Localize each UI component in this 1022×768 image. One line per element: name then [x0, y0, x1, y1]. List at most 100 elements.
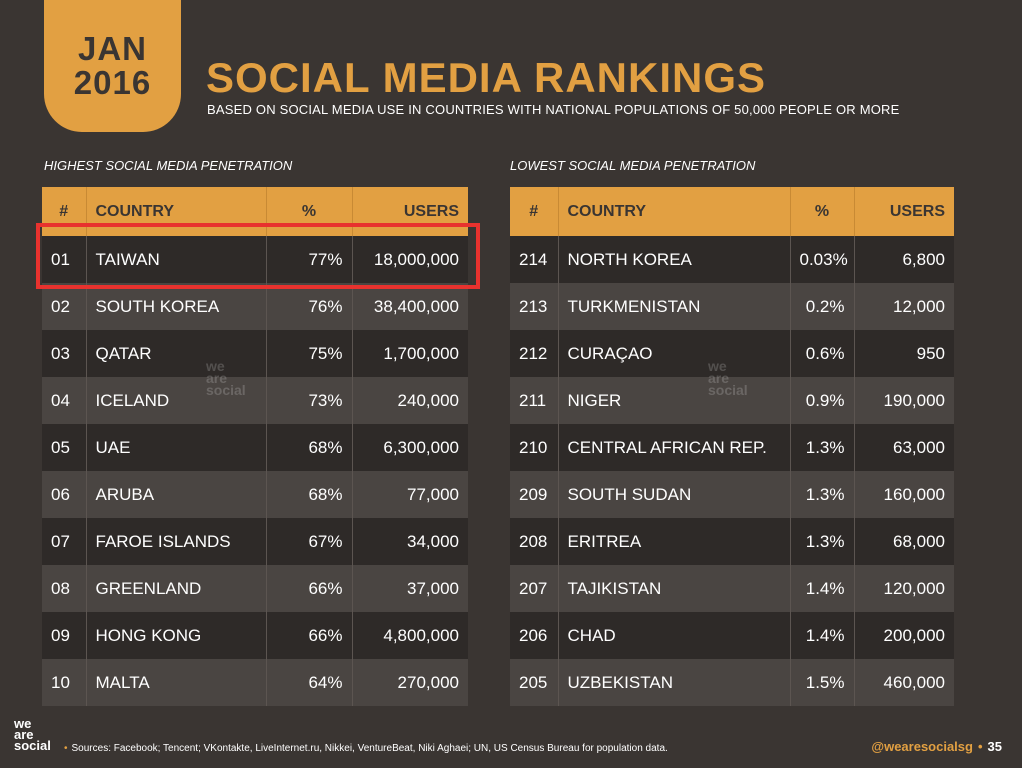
percent-cell: 73% — [266, 377, 353, 424]
lowest-section-title: LOWEST SOCIAL MEDIA PENETRATION — [510, 158, 756, 173]
rank-cell: 212 — [510, 330, 559, 377]
header-percent: % — [266, 187, 353, 236]
rank-cell: 214 — [510, 236, 559, 283]
rank-cell: 213 — [510, 283, 559, 330]
header-country: COUNTRY — [558, 187, 791, 236]
percent-cell: 0.03% — [790, 236, 855, 283]
percent-cell: 66% — [266, 565, 353, 612]
table-row: 205 UZBEKISTAN 1.5% 460,000 — [510, 659, 954, 706]
rank-cell: 04 — [42, 377, 87, 424]
rank-cell: 209 — [510, 471, 559, 518]
rank-cell: 05 — [42, 424, 87, 471]
users-cell: 37,000 — [352, 565, 468, 612]
rank-cell: 01 — [42, 236, 87, 283]
users-cell: 460,000 — [854, 659, 954, 706]
users-cell: 270,000 — [352, 659, 468, 706]
header-rank: # — [42, 187, 87, 236]
percent-cell: 77% — [266, 236, 353, 283]
country-cell: ARUBA — [86, 471, 267, 518]
table-row: 03 QATAR 75% 1,700,000 — [42, 330, 468, 377]
highest-penetration-table: # COUNTRY % USERS 01 TAIWAN 77% 18,000,000 0… — [42, 187, 468, 706]
date-month: JAN — [77, 30, 148, 67]
rank-cell: 205 — [510, 659, 559, 706]
users-cell: 200,000 — [854, 612, 954, 659]
percent-cell: 0.6% — [790, 330, 855, 377]
sources-text: Sources: Facebook; Tencent; VKontakte, L… — [71, 743, 668, 754]
percent-cell: 68% — [266, 424, 353, 471]
rank-cell: 03 — [42, 330, 87, 377]
table-row: 02 SOUTH KOREA 76% 38,400,000 — [42, 283, 468, 330]
table-header-row: # COUNTRY % USERS — [510, 187, 954, 236]
users-cell: 6,800 — [854, 236, 954, 283]
page-subtitle: BASED ON SOCIAL MEDIA USE IN COUNTRIES W… — [207, 102, 900, 117]
country-cell: QATAR — [86, 330, 267, 377]
users-cell: 4,800,000 — [352, 612, 468, 659]
rank-cell: 02 — [42, 283, 87, 330]
users-cell: 190,000 — [854, 377, 954, 424]
country-cell: GREENLAND — [86, 565, 267, 612]
table-row: 08 GREENLAND 66% 37,000 — [42, 565, 468, 612]
page-title: SOCIAL MEDIA RANKINGS — [206, 54, 767, 101]
users-cell: 950 — [854, 330, 954, 377]
users-cell: 240,000 — [352, 377, 468, 424]
date-year: 2016 — [73, 64, 152, 101]
users-cell: 34,000 — [352, 518, 468, 565]
rank-cell: 210 — [510, 424, 559, 471]
table-row: 09 HONG KONG 66% 4,800,000 — [42, 612, 468, 659]
table-row: 209 SOUTH SUDAN 1.3% 160,000 — [510, 471, 954, 518]
percent-cell: 68% — [266, 471, 353, 518]
country-cell: NIGER — [558, 377, 791, 424]
users-cell: 12,000 — [854, 283, 954, 330]
country-cell: UAE — [86, 424, 267, 471]
lowest-penetration-table: # COUNTRY % USERS 214 NORTH KOREA 0.03% 6,8… — [510, 187, 954, 706]
percent-cell: 1.3% — [790, 424, 855, 471]
table-row: 207 TAJIKISTAN 1.4% 120,000 — [510, 565, 954, 612]
page-number: 35 — [987, 739, 1002, 754]
rank-cell: 207 — [510, 565, 559, 612]
users-cell: 38,400,000 — [352, 283, 468, 330]
sources-note: • Sources: Facebook; Tencent; VKontakte, … — [64, 743, 668, 754]
rank-cell: 10 — [42, 659, 87, 706]
rank-cell: 06 — [42, 471, 87, 518]
country-cell: CENTRAL AFRICAN REP. — [558, 424, 791, 471]
header-percent: % — [790, 187, 855, 236]
percent-cell: 64% — [266, 659, 353, 706]
watermark-logo: we are social — [708, 358, 748, 398]
table-row: 210 CENTRAL AFRICAN REP. 1.3% 63,000 — [510, 424, 954, 471]
users-cell: 160,000 — [854, 471, 954, 518]
country-cell: UZBEKISTAN — [558, 659, 791, 706]
percent-cell: 1.3% — [790, 471, 855, 518]
header-users: USERS — [854, 187, 954, 236]
users-cell: 77,000 — [352, 471, 468, 518]
bullet-dot-icon: • — [64, 743, 68, 754]
country-cell: MALTA — [86, 659, 267, 706]
percent-cell: 67% — [266, 518, 353, 565]
country-cell: SOUTH SUDAN — [558, 471, 791, 518]
users-cell: 6,300,000 — [352, 424, 468, 471]
percent-cell: 75% — [266, 330, 353, 377]
header-users: USERS — [352, 187, 468, 236]
country-cell: ICELAND — [86, 377, 267, 424]
country-cell: CHAD — [558, 612, 791, 659]
rank-cell: 206 — [510, 612, 559, 659]
users-cell: 120,000 — [854, 565, 954, 612]
table-row: 208 ERITREA 1.3% 68,000 — [510, 518, 954, 565]
country-cell: HONG KONG — [86, 612, 267, 659]
country-cell: CURAÇAO — [558, 330, 791, 377]
table-header-row: # COUNTRY % USERS — [42, 187, 468, 236]
percent-cell: 76% — [266, 283, 353, 330]
header-country: COUNTRY — [86, 187, 267, 236]
percent-cell: 0.2% — [790, 283, 855, 330]
rank-cell: 08 — [42, 565, 87, 612]
rank-cell: 208 — [510, 518, 559, 565]
country-cell: ERITREA — [558, 518, 791, 565]
rank-cell: 07 — [42, 518, 87, 565]
header-rank: # — [510, 187, 559, 236]
percent-cell: 0.9% — [790, 377, 855, 424]
users-cell: 18,000,000 — [352, 236, 468, 283]
users-cell: 1,700,000 — [352, 330, 468, 377]
country-cell: SOUTH KOREA — [86, 283, 267, 330]
table-row: 04 ICELAND 73% 240,000 — [42, 377, 468, 424]
social-handle: @wearesocialsg — [871, 739, 973, 754]
watermark-logo: we are social — [206, 358, 246, 398]
